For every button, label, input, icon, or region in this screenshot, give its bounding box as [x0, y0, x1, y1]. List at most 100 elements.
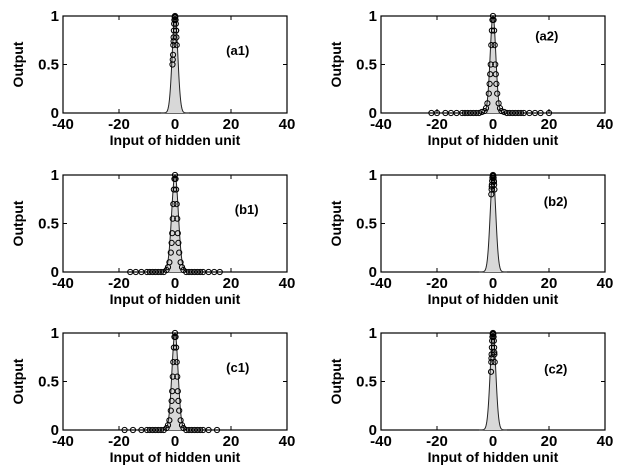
x-tick-label: 20 — [541, 275, 558, 292]
x-tick-label: -20 — [108, 433, 130, 450]
data-point — [163, 266, 170, 274]
y-tick-label: 0 — [369, 264, 377, 281]
data-point — [129, 426, 137, 434]
response-curve — [479, 332, 507, 431]
data-point — [545, 109, 553, 117]
data-point — [172, 20, 179, 27]
data-point — [174, 230, 181, 237]
data-point — [486, 80, 493, 88]
data-point — [171, 329, 179, 337]
x-tick-label: 0 — [489, 116, 497, 133]
data-point — [205, 426, 212, 434]
y-tick-label: 0.5 — [356, 216, 377, 233]
data-point — [170, 34, 177, 41]
data-point — [492, 71, 499, 78]
y-axis-label: Output — [328, 358, 344, 404]
x-tick-label: -20 — [426, 275, 448, 292]
y-tick-label: 0.5 — [38, 374, 59, 391]
x-axis-label: Input of hidden unit — [428, 291, 559, 307]
data-point — [490, 337, 497, 344]
x-tick-label: -20 — [426, 116, 448, 133]
data-point — [178, 264, 186, 271]
y-tick-label: 0 — [51, 264, 59, 281]
data-point — [491, 351, 498, 358]
data-point — [173, 42, 180, 49]
data-point — [491, 349, 498, 356]
data-point — [170, 27, 177, 34]
data-point — [473, 109, 480, 117]
data-point — [485, 90, 492, 97]
data-point — [175, 239, 182, 246]
chart-panel-4: -40 -20 0 20 40 0 0.5 1 (b2) Input of hidden unit… — [328, 167, 613, 307]
x-axis-label: Input of hidden unit — [428, 449, 559, 465]
data-point — [498, 107, 505, 115]
panel-label: (a1) — [226, 43, 249, 58]
chart-panel-5: -40 -20 0 20 40 0 0.5 1 (c1) Input of hidden unit… — [10, 325, 295, 465]
data-point — [488, 27, 495, 34]
data-point — [489, 12, 497, 20]
x-tick-label: -40 — [52, 275, 74, 292]
data-point — [170, 359, 177, 366]
data-point — [173, 27, 180, 34]
data-point — [166, 417, 173, 424]
x-axis-label: Input of hidden unit — [110, 291, 241, 307]
x-axis-label: Input of hidden unit — [110, 132, 241, 148]
data-point — [487, 61, 494, 68]
response-curve-fill — [161, 333, 189, 430]
x-axis-label: Input of hidden unit — [428, 132, 559, 148]
x-tick-label: 40 — [597, 116, 614, 133]
y-tick-label: 1 — [369, 8, 377, 25]
x-tick-label: 0 — [171, 116, 179, 133]
x-tick-label: 40 — [279, 433, 296, 450]
data-point — [174, 373, 181, 380]
y-axis-label: Output — [10, 358, 26, 404]
y-tick-label: 0 — [369, 422, 377, 439]
y-axis-label: Output — [328, 41, 344, 87]
data-point — [517, 109, 525, 117]
data-point — [492, 61, 499, 68]
y-tick-label: 1 — [51, 325, 59, 342]
data-point — [487, 368, 495, 375]
x-tick-label: 40 — [279, 116, 296, 133]
data-point — [170, 186, 177, 193]
y-tick-label: 0.5 — [38, 57, 59, 74]
x-tick-label: -40 — [52, 116, 74, 133]
data-point — [178, 422, 186, 429]
data-point — [490, 330, 497, 338]
y-tick-label: 1 — [369, 325, 377, 342]
panel-label: (a2) — [535, 28, 558, 43]
x-tick-label: -40 — [370, 275, 392, 292]
data-point — [173, 186, 180, 193]
y-tick-label: 0.5 — [356, 374, 377, 391]
data-point — [197, 268, 204, 276]
data-point — [168, 239, 175, 246]
x-tick-label: -20 — [108, 275, 130, 292]
chart-panel-2: -40 -20 0 20 40 0 0.5 1 (a2) Input of hidden unit… — [328, 8, 613, 148]
data-point — [175, 397, 182, 404]
data-point — [197, 426, 204, 434]
data-point — [170, 201, 177, 208]
panel-label: (b1) — [235, 202, 259, 217]
data-point — [490, 174, 497, 182]
data-point — [488, 42, 495, 49]
data-point — [501, 108, 508, 116]
data-point — [213, 426, 221, 434]
data-point — [174, 215, 181, 222]
data-point — [166, 259, 173, 266]
data-point — [167, 407, 174, 414]
data-point — [172, 16, 179, 23]
y-tick-label: 0 — [369, 105, 377, 122]
data-point — [176, 249, 183, 256]
x-tick-label: 0 — [171, 433, 179, 450]
data-point — [174, 388, 181, 395]
data-point — [488, 355, 495, 362]
y-axis-label: Output — [328, 200, 344, 246]
chart-panel-1: -40 -20 0 20 40 0 0.5 1 (a1) Input of hidden unit… — [10, 8, 295, 148]
data-point — [484, 100, 491, 107]
data-point — [172, 175, 179, 182]
data-point — [157, 426, 165, 434]
data-point — [488, 183, 495, 190]
x-tick-label: -20 — [426, 433, 448, 450]
data-point — [488, 359, 495, 366]
y-tick-label: 1 — [369, 167, 377, 184]
